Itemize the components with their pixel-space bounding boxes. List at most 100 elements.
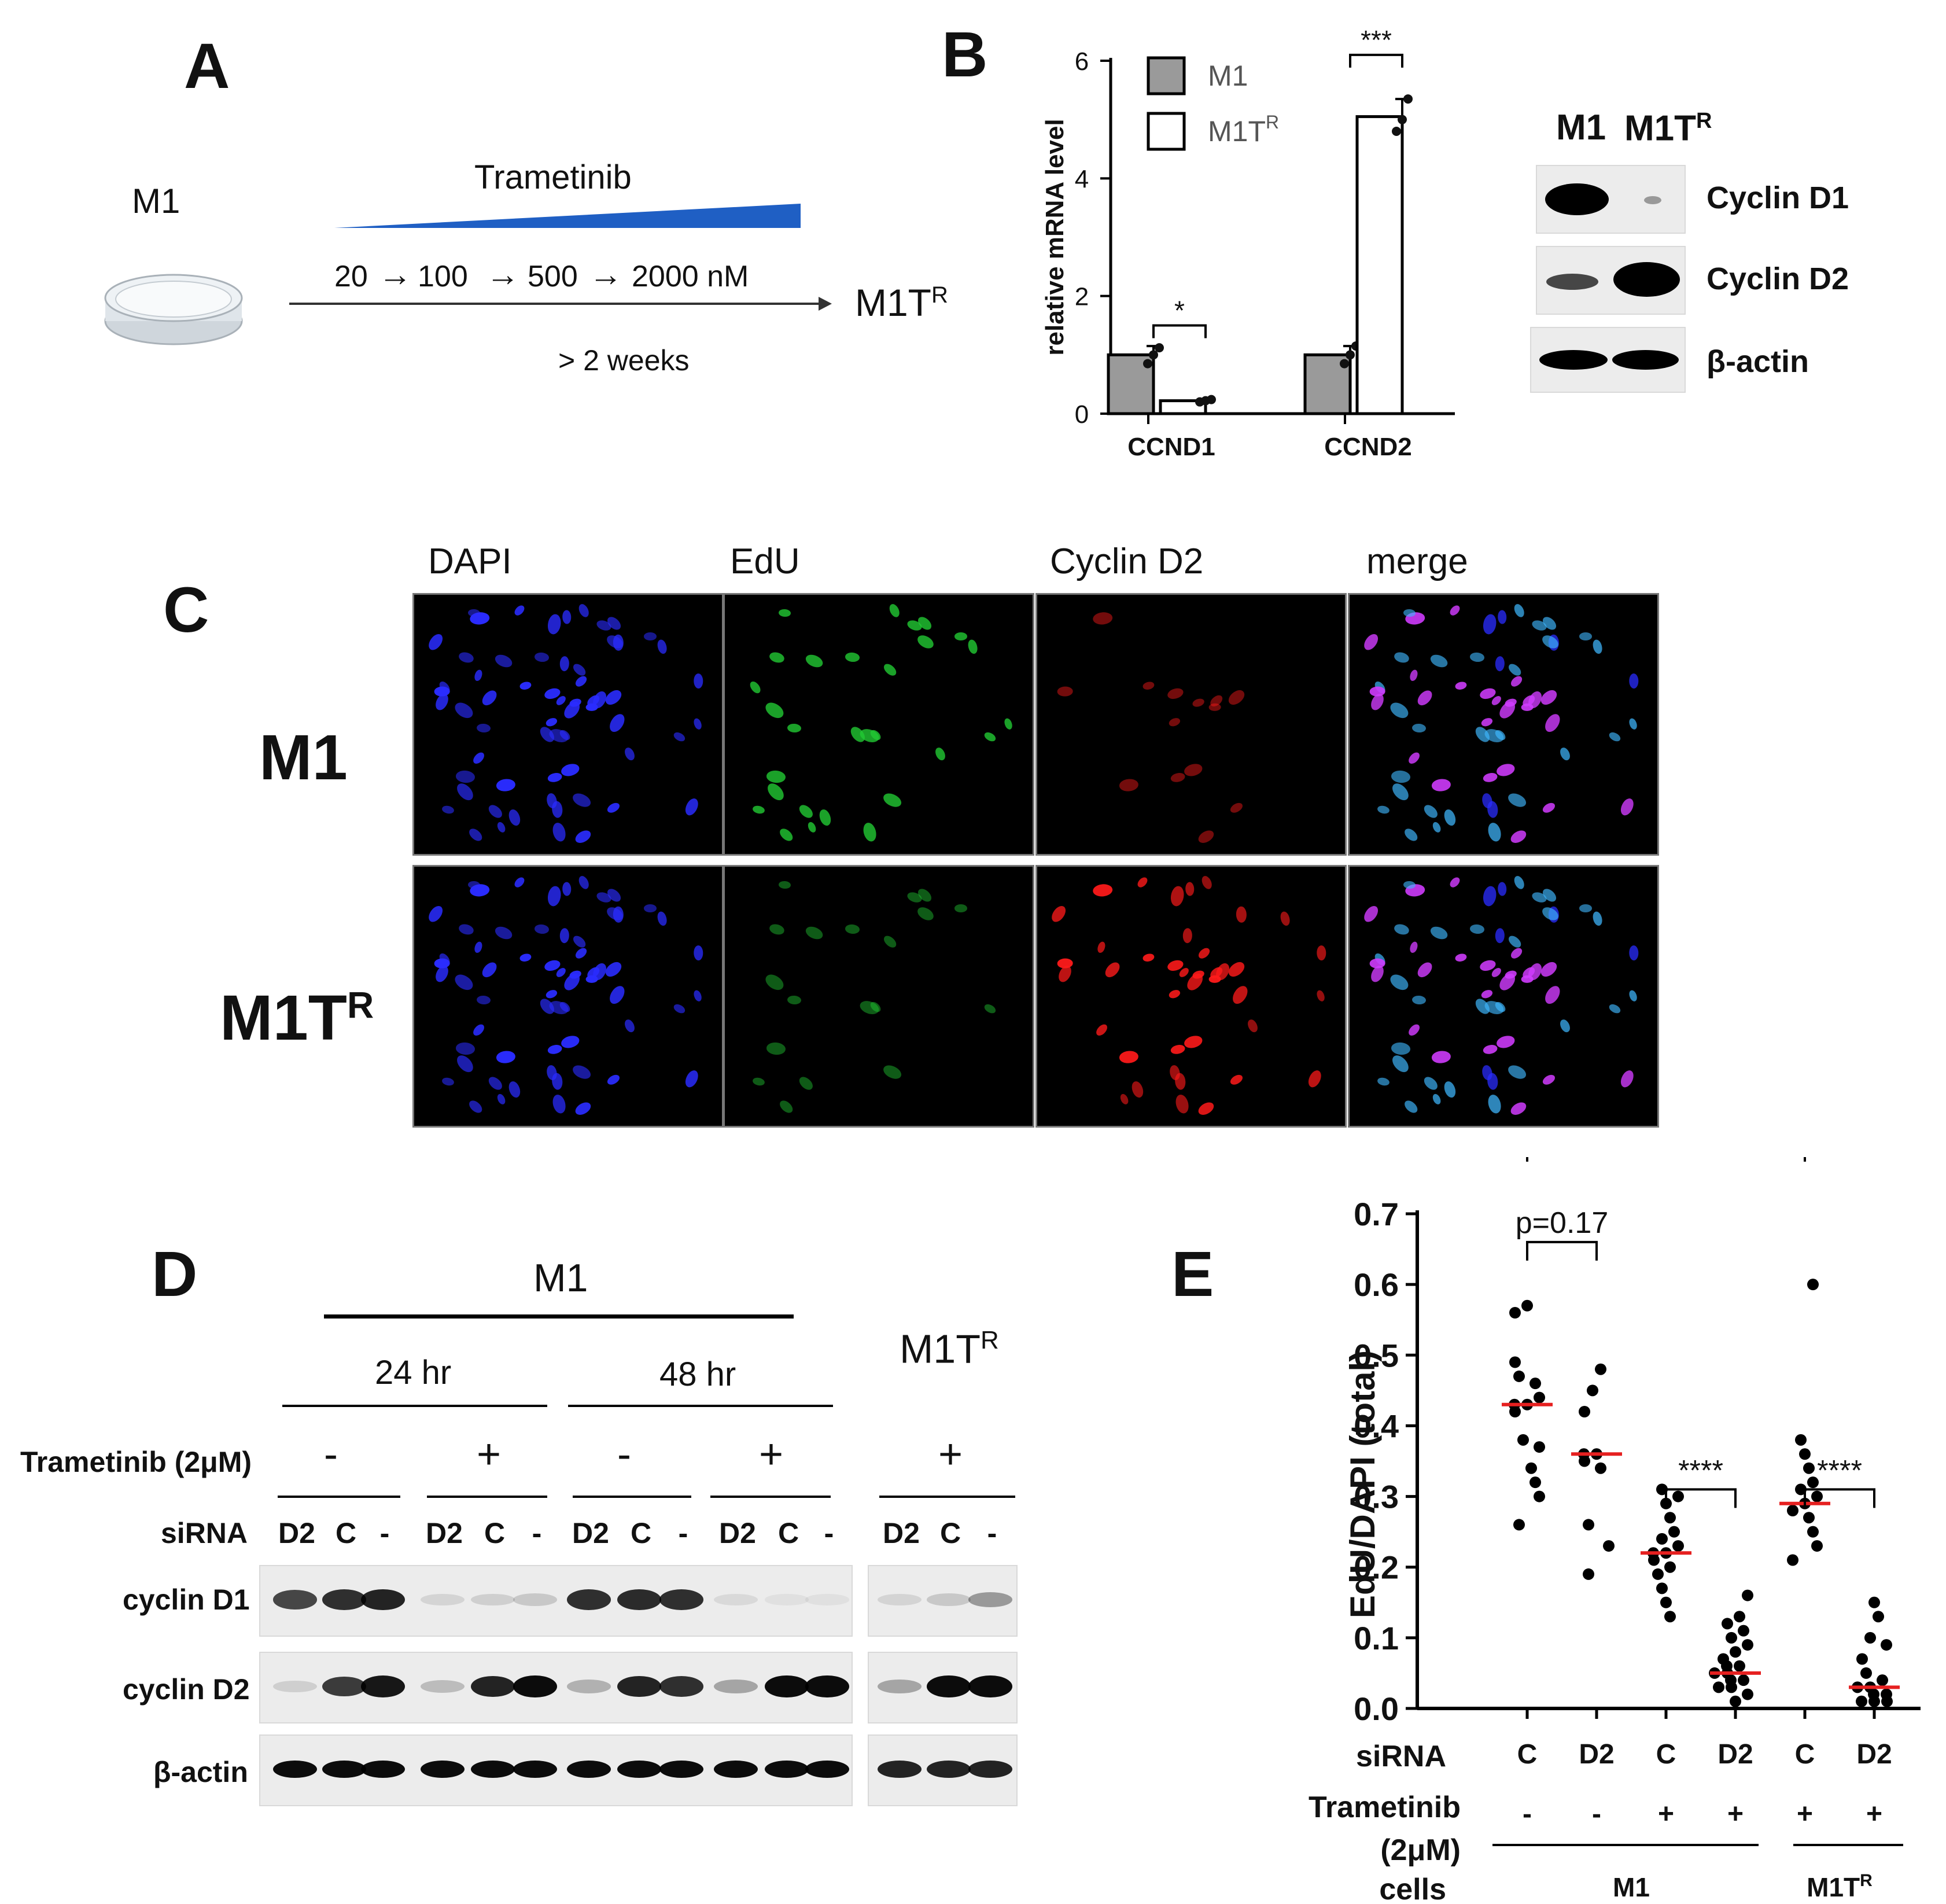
panel-label-d: D — [152, 1239, 198, 1310]
nucleus — [562, 882, 572, 896]
nucleus — [603, 959, 625, 979]
nucleus — [1579, 632, 1592, 640]
nucleus — [457, 650, 475, 665]
sirna-lane-label: C — [335, 1517, 357, 1549]
dose-20: 20 — [334, 260, 368, 293]
nucleus — [585, 975, 598, 984]
nucleus — [1591, 638, 1604, 655]
band — [927, 1593, 971, 1606]
data-point — [1579, 1406, 1590, 1417]
nucleus — [495, 1092, 507, 1106]
dose-escalation-wedge — [334, 204, 801, 228]
band — [714, 1761, 758, 1778]
sirna-lane-label: C — [630, 1517, 652, 1549]
nucleus — [603, 687, 625, 708]
nucleus — [1486, 821, 1503, 844]
y-axis-label: relative mRNA level — [1041, 119, 1069, 355]
comparison-bracket — [1804, 1488, 1875, 1508]
data-point — [1734, 1660, 1745, 1672]
western-b-lane-m1tr: M1TR — [1624, 108, 1712, 149]
band — [805, 1761, 849, 1778]
nucleus — [1226, 959, 1248, 979]
nucleus — [1521, 975, 1534, 984]
y-tick-label: 0.7 — [1354, 1196, 1399, 1232]
band — [1545, 183, 1609, 215]
bar — [1159, 399, 1207, 415]
nucleus — [1200, 874, 1214, 891]
nucleus — [544, 988, 559, 1000]
nucleus — [471, 750, 486, 766]
band — [421, 1593, 465, 1606]
nucleus — [1442, 808, 1458, 827]
nucleus — [1558, 1018, 1572, 1034]
band — [968, 1761, 1012, 1778]
band — [617, 1589, 661, 1610]
nucleus — [606, 800, 622, 815]
nucleus — [768, 922, 786, 937]
sirna-lane-label: D2 — [719, 1517, 756, 1549]
nucleus — [1482, 613, 1498, 636]
nucleus — [473, 668, 484, 682]
data-point — [1742, 1688, 1753, 1700]
band — [968, 1675, 1012, 1698]
y-tick-label: 2 — [1075, 283, 1089, 311]
nucleus — [1191, 697, 1206, 709]
panel-label-e: E — [1171, 1239, 1214, 1310]
panel-d-blot-0-1 — [868, 1565, 1018, 1637]
nucleus — [507, 808, 523, 827]
nucleus — [1469, 923, 1486, 935]
nucleus — [1003, 717, 1013, 731]
nucleus — [452, 971, 476, 993]
micrograph-0-2 — [1035, 593, 1347, 856]
nucleus — [454, 1052, 477, 1075]
nucleus — [1415, 687, 1435, 708]
nucleus — [1361, 631, 1381, 653]
nucleus — [881, 662, 898, 679]
nucleus — [845, 651, 861, 663]
nucleus — [787, 995, 802, 1005]
nucleus — [682, 1068, 701, 1089]
nucleus — [1389, 780, 1412, 803]
trametinib-line — [879, 1496, 1015, 1498]
significance-label: * — [1174, 296, 1185, 326]
data-point — [1509, 1307, 1521, 1319]
data-point — [1881, 1695, 1893, 1707]
nucleus — [881, 934, 898, 951]
band — [968, 1592, 1012, 1607]
panel-d-24hr-line — [282, 1405, 547, 1407]
x-tick-label: CCND2 — [1324, 433, 1412, 461]
nucleus — [982, 730, 997, 743]
trametinib-sign: - — [324, 1431, 338, 1478]
data-point — [1722, 1618, 1733, 1630]
nucleus — [534, 923, 550, 935]
band — [322, 1589, 366, 1610]
nucleus — [766, 769, 786, 783]
nucleus — [1486, 1093, 1503, 1115]
nucleus — [1448, 875, 1462, 890]
band — [567, 1761, 611, 1778]
nucleus — [1376, 805, 1390, 815]
nucleus — [1174, 1093, 1191, 1115]
nucleus — [471, 1022, 486, 1038]
nucleus — [1497, 610, 1507, 624]
nucleus — [1245, 1018, 1260, 1034]
nucleus — [1403, 881, 1416, 889]
nucleus — [1170, 885, 1186, 908]
data-point — [1525, 1462, 1537, 1474]
timeline-arrow — [289, 297, 832, 311]
band — [421, 1680, 465, 1693]
nucleus — [1279, 910, 1292, 927]
nucleus — [1628, 673, 1638, 689]
row-label-cells: cells — [1379, 1873, 1446, 1904]
row-label-trametinib: Trametinib — [1309, 1791, 1461, 1824]
nucleus — [434, 686, 451, 697]
nucleus — [1402, 1098, 1420, 1116]
band — [805, 1594, 849, 1605]
data-point — [1529, 1476, 1541, 1489]
trametinib-line — [573, 1496, 691, 1498]
nucleus — [1495, 655, 1505, 672]
data-point — [1534, 1441, 1545, 1453]
band — [617, 1761, 661, 1778]
nucleus — [496, 778, 517, 793]
significance-label: *** — [1361, 25, 1392, 55]
